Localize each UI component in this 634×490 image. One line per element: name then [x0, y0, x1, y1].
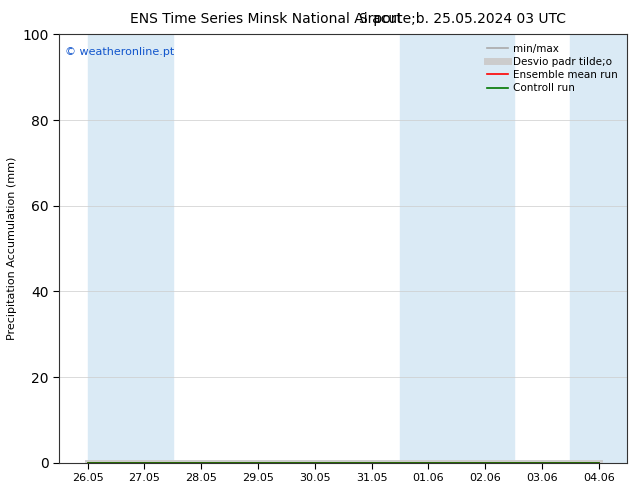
Text: ENS Time Series Minsk National Airport: ENS Time Series Minsk National Airport: [130, 12, 403, 26]
Legend: min/max, Desvio padr tilde;o, Ensemble mean run, Controll run: min/max, Desvio padr tilde;o, Ensemble m…: [482, 40, 622, 98]
Bar: [87, 34, 173, 463]
Bar: [400, 34, 514, 463]
Text: S acute;b. 25.05.2024 03 UTC: S acute;b. 25.05.2024 03 UTC: [359, 12, 566, 26]
Bar: [570, 34, 634, 463]
Text: © weatheronline.pt: © weatheronline.pt: [65, 48, 174, 57]
Y-axis label: Precipitation Accumulation (mm): Precipitation Accumulation (mm): [7, 157, 17, 340]
